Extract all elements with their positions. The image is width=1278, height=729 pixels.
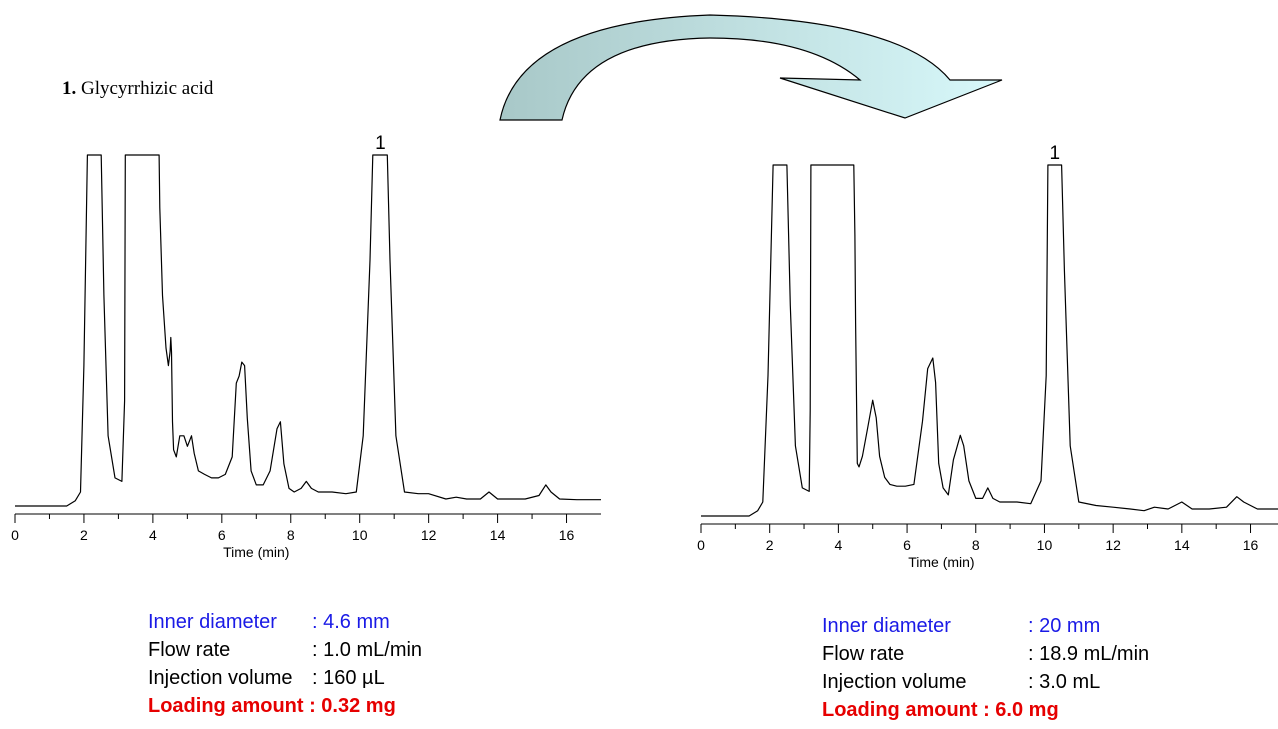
chromatogram-trace <box>701 164 1278 517</box>
condition-value: : 18.9 mL/min <box>1028 643 1150 665</box>
condition-label: Injection volume <box>822 671 967 693</box>
x-tick-label: 12 <box>1105 537 1121 553</box>
legend-compound: Glycyrrhizic acid <box>81 78 214 99</box>
x-tick-label: 8 <box>287 527 295 543</box>
x-tick-label: 8 <box>972 537 980 553</box>
x-tick-label: 2 <box>766 537 774 553</box>
condition-row: Loading amount : 0.32 mg <box>148 695 396 717</box>
condition-label: Flow rate <box>148 639 231 661</box>
x-tick-label: 6 <box>903 537 911 553</box>
condition-row: Injection volume : 160 µL <box>148 664 422 692</box>
condition-row: Flow rate : 18.9 mL/min <box>822 640 1149 668</box>
conditions-analytical: Inner diameter : 4.6 mm Flow rate : 1.0 mL/… <box>148 608 422 720</box>
condition-label: Inner diameter <box>822 615 951 637</box>
compound-legend: 1. Glycyrrhizic acid <box>62 78 213 100</box>
condition-value: : 160 µL <box>312 667 385 689</box>
peak-label: 1 <box>375 133 386 154</box>
condition-value: : 20 mm <box>1028 615 1101 637</box>
x-tick-label: 16 <box>559 527 575 543</box>
x-tick-label: 14 <box>1174 537 1190 553</box>
x-axis-label: Time (min) <box>908 554 974 570</box>
chromatogram-preparative: 0 2 4 6 8 10 12 14 16 Time (min) 1 <box>697 143 1278 570</box>
chromatogram-analytical: 0 2 4 6 8 10 12 14 16 Time (min) 1 <box>11 133 601 560</box>
condition-row: Flow rate : 1.0 mL/min <box>148 636 422 664</box>
x-tick-label: 4 <box>834 537 842 553</box>
x-tick-label: 10 <box>1037 537 1053 553</box>
condition-label: Flow rate <box>822 643 905 665</box>
x-tick-label: 14 <box>490 527 506 543</box>
condition-value: : 3.0 mL <box>1028 671 1101 693</box>
condition-row: Inner diameter : 20 mm <box>822 612 1149 640</box>
x-axis-label: Time (min) <box>223 544 289 560</box>
peak-label: 1 <box>1049 143 1060 164</box>
x-tick-label: 0 <box>11 527 19 543</box>
condition-label: Inner diameter <box>148 611 277 633</box>
condition-label: Injection volume <box>148 667 293 689</box>
x-tick-label: 16 <box>1243 537 1259 553</box>
x-tick-label: 0 <box>697 537 705 553</box>
x-tick-label: 6 <box>218 527 226 543</box>
condition-value: : 1.0 mL/min <box>312 639 423 661</box>
conditions-preparative: Inner diameter : 20 mm Flow rate : 18.9 mL/… <box>822 612 1149 724</box>
chromatogram-trace <box>15 154 601 507</box>
legend-number: 1. <box>62 78 77 99</box>
condition-row: Inner diameter : 4.6 mm <box>148 608 422 636</box>
condition-row: Loading amount : 6.0 mg <box>822 699 1059 721</box>
condition-row: Injection volume : 3.0 mL <box>822 668 1149 696</box>
x-tick-label: 2 <box>80 527 88 543</box>
x-tick-label: 12 <box>421 527 437 543</box>
x-tick-label: 4 <box>149 527 157 543</box>
x-tick-label: 10 <box>352 527 368 543</box>
condition-value: : 4.6 mm <box>312 611 390 633</box>
scale-up-arrow <box>499 14 1003 121</box>
